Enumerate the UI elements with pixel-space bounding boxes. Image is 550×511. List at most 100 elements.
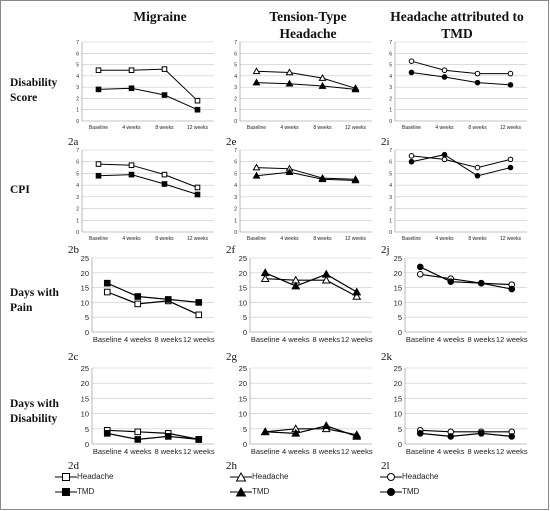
- y-tick-label: 25: [394, 364, 402, 373]
- y-tick-label: 10: [81, 410, 89, 419]
- y-tick-label: 6: [389, 160, 392, 166]
- y-tick-label: 15: [394, 284, 402, 293]
- x-tick-label: Baseline: [247, 236, 266, 242]
- y-tick-label: 0: [243, 328, 247, 337]
- y-tick-label: 20: [394, 379, 402, 388]
- x-tick-label: 4 weeks: [124, 447, 152, 456]
- y-tick-label: 10: [394, 410, 402, 419]
- chart-2d: 0 5 10 15 20 25 Baseline 4 weeks 8 weeks 12 weeks: [81, 364, 215, 456]
- data-point-tmd: [321, 269, 331, 278]
- data-point-tmd: [318, 81, 327, 89]
- chart-2e: 0 1 2 3 4 5 6 7 Baseline 4 weeks 8 weeks 12 weeks: [234, 40, 372, 131]
- data-point-tmd: [507, 82, 514, 88]
- y-tick-label: 2: [389, 207, 392, 213]
- y-tick-label: 0: [85, 328, 89, 337]
- y-tick-label: 7: [389, 148, 392, 154]
- y-tick-label: 5: [85, 425, 89, 434]
- data-point-tmd: [291, 428, 301, 437]
- data-point-tmd: [351, 85, 360, 93]
- y-tick-label: 5: [234, 171, 237, 177]
- data-point-headache: [416, 270, 424, 278]
- panel-id-2a: 2a: [68, 136, 79, 148]
- series-line-tmd: [411, 154, 511, 177]
- x-tick-label: 12 weeks: [345, 125, 367, 131]
- data-point-tmd: [95, 172, 102, 179]
- series-line-headache: [265, 428, 357, 436]
- y-tick-label: 5: [76, 63, 79, 69]
- x-tick-label: 8 weeks: [468, 125, 487, 131]
- y-tick-label: 20: [81, 269, 89, 278]
- x-tick-label: 4 weeks: [437, 447, 465, 456]
- y-tick-label: 6: [76, 51, 79, 57]
- x-tick-label: Baseline: [93, 335, 122, 344]
- data-point-headache: [252, 67, 261, 75]
- data-point-tmd: [352, 431, 362, 440]
- data-point-headache: [352, 291, 362, 300]
- series-line-tmd: [107, 282, 199, 303]
- data-point-tmd: [103, 279, 111, 287]
- data-point-headache: [285, 68, 294, 76]
- y-tick-label: 4: [389, 74, 392, 80]
- data-point-tmd: [416, 430, 424, 437]
- data-point-tmd: [128, 171, 135, 178]
- y-tick-label: 2: [389, 96, 392, 102]
- y-tick-label: 2: [234, 96, 237, 102]
- x-tick-label: 4 weeks: [122, 236, 141, 242]
- y-tick-label: 5: [76, 171, 79, 177]
- chart-2k: 0 5 10 15 20 25 Baseline 4 weeks 8 weeks 12 weeks: [394, 254, 528, 344]
- data-point-tmd: [134, 436, 142, 443]
- y-tick-label: 2: [76, 96, 79, 102]
- data-point-headache: [95, 67, 102, 74]
- y-tick-label: 15: [239, 394, 247, 403]
- legend-tmd-marker: [55, 488, 77, 496]
- x-tick-label: 8 weeks: [312, 335, 340, 344]
- data-point-headache: [507, 156, 514, 163]
- series-line-tmd: [420, 266, 512, 290]
- chart-2l: 0 5 10 15 20 25 Baseline 4 weeks 8 weeks 12 weeks: [394, 364, 528, 456]
- legend-tension-type: Headache TMD: [230, 471, 350, 502]
- y-tick-label: 0: [85, 440, 89, 449]
- data-point-tmd: [164, 296, 172, 303]
- y-tick-label: 6: [234, 51, 237, 57]
- data-point-headache: [194, 97, 201, 104]
- y-tick-label: 1: [76, 218, 79, 224]
- data-point-tmd: [447, 278, 455, 285]
- x-tick-label: 4 weeks: [282, 447, 310, 456]
- panel-id-2c: 2c: [68, 351, 79, 363]
- x-tick-label: 12 weeks: [183, 335, 215, 344]
- chart-2i: 0 1 2 3 4 5 6 7 Baseline 4 weeks 8 weeks 12 weeks: [389, 40, 527, 131]
- y-tick-label: 1: [76, 108, 79, 114]
- data-point-tmd: [508, 285, 516, 293]
- data-point-headache: [408, 153, 415, 159]
- x-tick-label: 4 weeks: [124, 335, 152, 344]
- y-tick-label: 5: [243, 313, 247, 322]
- y-tick-label: 6: [389, 51, 392, 57]
- column-title-migraine: Migraine: [133, 9, 187, 24]
- y-tick-label: 6: [76, 160, 79, 166]
- data-point-tmd: [408, 158, 415, 165]
- data-point-tmd: [285, 168, 294, 176]
- data-point-headache: [252, 163, 261, 171]
- y-tick-label: 15: [81, 394, 89, 403]
- series-line-headache: [98, 163, 198, 188]
- series-line-headache: [256, 167, 356, 180]
- data-point-tmd: [408, 69, 415, 76]
- data-point-tmd: [195, 436, 203, 443]
- x-tick-label: 12 weeks: [496, 335, 528, 344]
- data-point-tmd: [260, 268, 270, 277]
- y-tick-label: 3: [389, 195, 392, 201]
- data-point-headache: [507, 70, 514, 77]
- y-tick-label: 15: [81, 284, 89, 293]
- data-point-tmd: [252, 171, 261, 179]
- row-label-days-with-pain: Days with Pain: [10, 287, 59, 314]
- x-tick-label: 4 weeks: [435, 125, 454, 131]
- column-title-tension-type: Tension-Type Headache: [269, 9, 347, 41]
- y-tick-label: 7: [389, 40, 392, 46]
- legend-tmd-headache: Headache TMD: [380, 472, 500, 502]
- data-point-tmd: [194, 106, 201, 113]
- series-line-headache: [256, 70, 356, 89]
- series-line-tmd: [98, 87, 198, 111]
- data-point-tmd: [95, 86, 102, 93]
- data-point-headache: [194, 184, 201, 191]
